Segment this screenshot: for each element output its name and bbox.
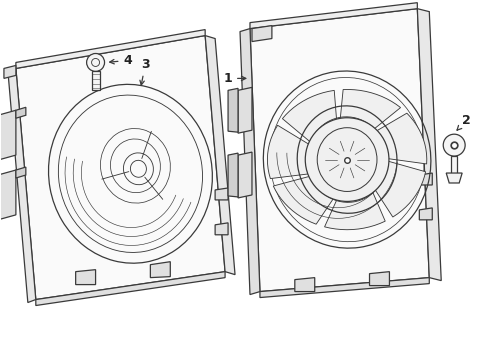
- Polygon shape: [228, 88, 238, 132]
- Polygon shape: [419, 208, 432, 220]
- Polygon shape: [273, 173, 343, 224]
- Text: 2: 2: [457, 114, 471, 130]
- Polygon shape: [215, 223, 228, 235]
- Polygon shape: [92, 71, 99, 90]
- Polygon shape: [228, 153, 238, 197]
- Polygon shape: [16, 30, 205, 68]
- Polygon shape: [295, 278, 315, 292]
- Polygon shape: [451, 156, 457, 175]
- Polygon shape: [4, 66, 16, 78]
- Circle shape: [443, 134, 465, 156]
- Polygon shape: [282, 90, 338, 151]
- Polygon shape: [367, 157, 426, 217]
- Polygon shape: [260, 278, 429, 298]
- Polygon shape: [16, 167, 26, 178]
- Polygon shape: [75, 270, 96, 285]
- Polygon shape: [205, 36, 235, 275]
- Polygon shape: [446, 173, 462, 183]
- Polygon shape: [238, 87, 252, 133]
- Polygon shape: [238, 152, 252, 198]
- Polygon shape: [36, 272, 225, 306]
- Polygon shape: [16, 107, 26, 118]
- Polygon shape: [339, 90, 401, 139]
- Polygon shape: [252, 26, 272, 41]
- Polygon shape: [250, 3, 417, 28]
- Polygon shape: [324, 177, 385, 230]
- Polygon shape: [16, 36, 225, 300]
- Circle shape: [305, 118, 389, 201]
- Circle shape: [87, 54, 104, 71]
- Polygon shape: [369, 272, 390, 285]
- Text: 3: 3: [140, 58, 150, 85]
- Text: 1: 1: [223, 72, 246, 85]
- Text: 4: 4: [110, 54, 132, 67]
- Polygon shape: [150, 262, 171, 278]
- Polygon shape: [0, 110, 16, 160]
- Polygon shape: [417, 9, 441, 280]
- Polygon shape: [250, 9, 429, 292]
- Polygon shape: [268, 125, 323, 179]
- Polygon shape: [240, 28, 260, 294]
- Polygon shape: [215, 188, 228, 200]
- Polygon shape: [0, 170, 16, 220]
- Polygon shape: [363, 113, 427, 164]
- Polygon shape: [419, 173, 432, 185]
- Polygon shape: [8, 68, 36, 302]
